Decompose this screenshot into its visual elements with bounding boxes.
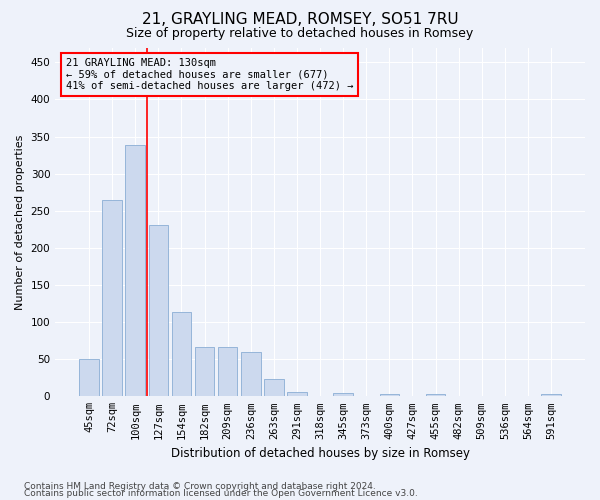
Text: Size of property relative to detached houses in Romsey: Size of property relative to detached ho… <box>127 28 473 40</box>
Bar <box>380 394 399 396</box>
Text: 21 GRAYLING MEAD: 130sqm
← 59% of detached houses are smaller (677)
41% of semi-: 21 GRAYLING MEAD: 130sqm ← 59% of detach… <box>66 58 353 91</box>
Bar <box>426 394 445 396</box>
Bar <box>218 348 238 397</box>
Y-axis label: Number of detached properties: Number of detached properties <box>15 134 25 310</box>
Text: 21, GRAYLING MEAD, ROMSEY, SO51 7RU: 21, GRAYLING MEAD, ROMSEY, SO51 7RU <box>142 12 458 28</box>
Bar <box>149 225 168 396</box>
Bar <box>264 379 284 396</box>
Bar <box>287 392 307 396</box>
Bar <box>541 394 561 396</box>
Bar <box>172 312 191 396</box>
Bar <box>334 392 353 396</box>
Text: Contains HM Land Registry data © Crown copyright and database right 2024.: Contains HM Land Registry data © Crown c… <box>24 482 376 491</box>
Text: Contains public sector information licensed under the Open Government Licence v3: Contains public sector information licen… <box>24 489 418 498</box>
Bar <box>79 359 99 397</box>
X-axis label: Distribution of detached houses by size in Romsey: Distribution of detached houses by size … <box>170 447 470 460</box>
Bar <box>241 352 260 397</box>
Bar <box>103 200 122 396</box>
Bar <box>125 146 145 396</box>
Bar <box>195 348 214 397</box>
